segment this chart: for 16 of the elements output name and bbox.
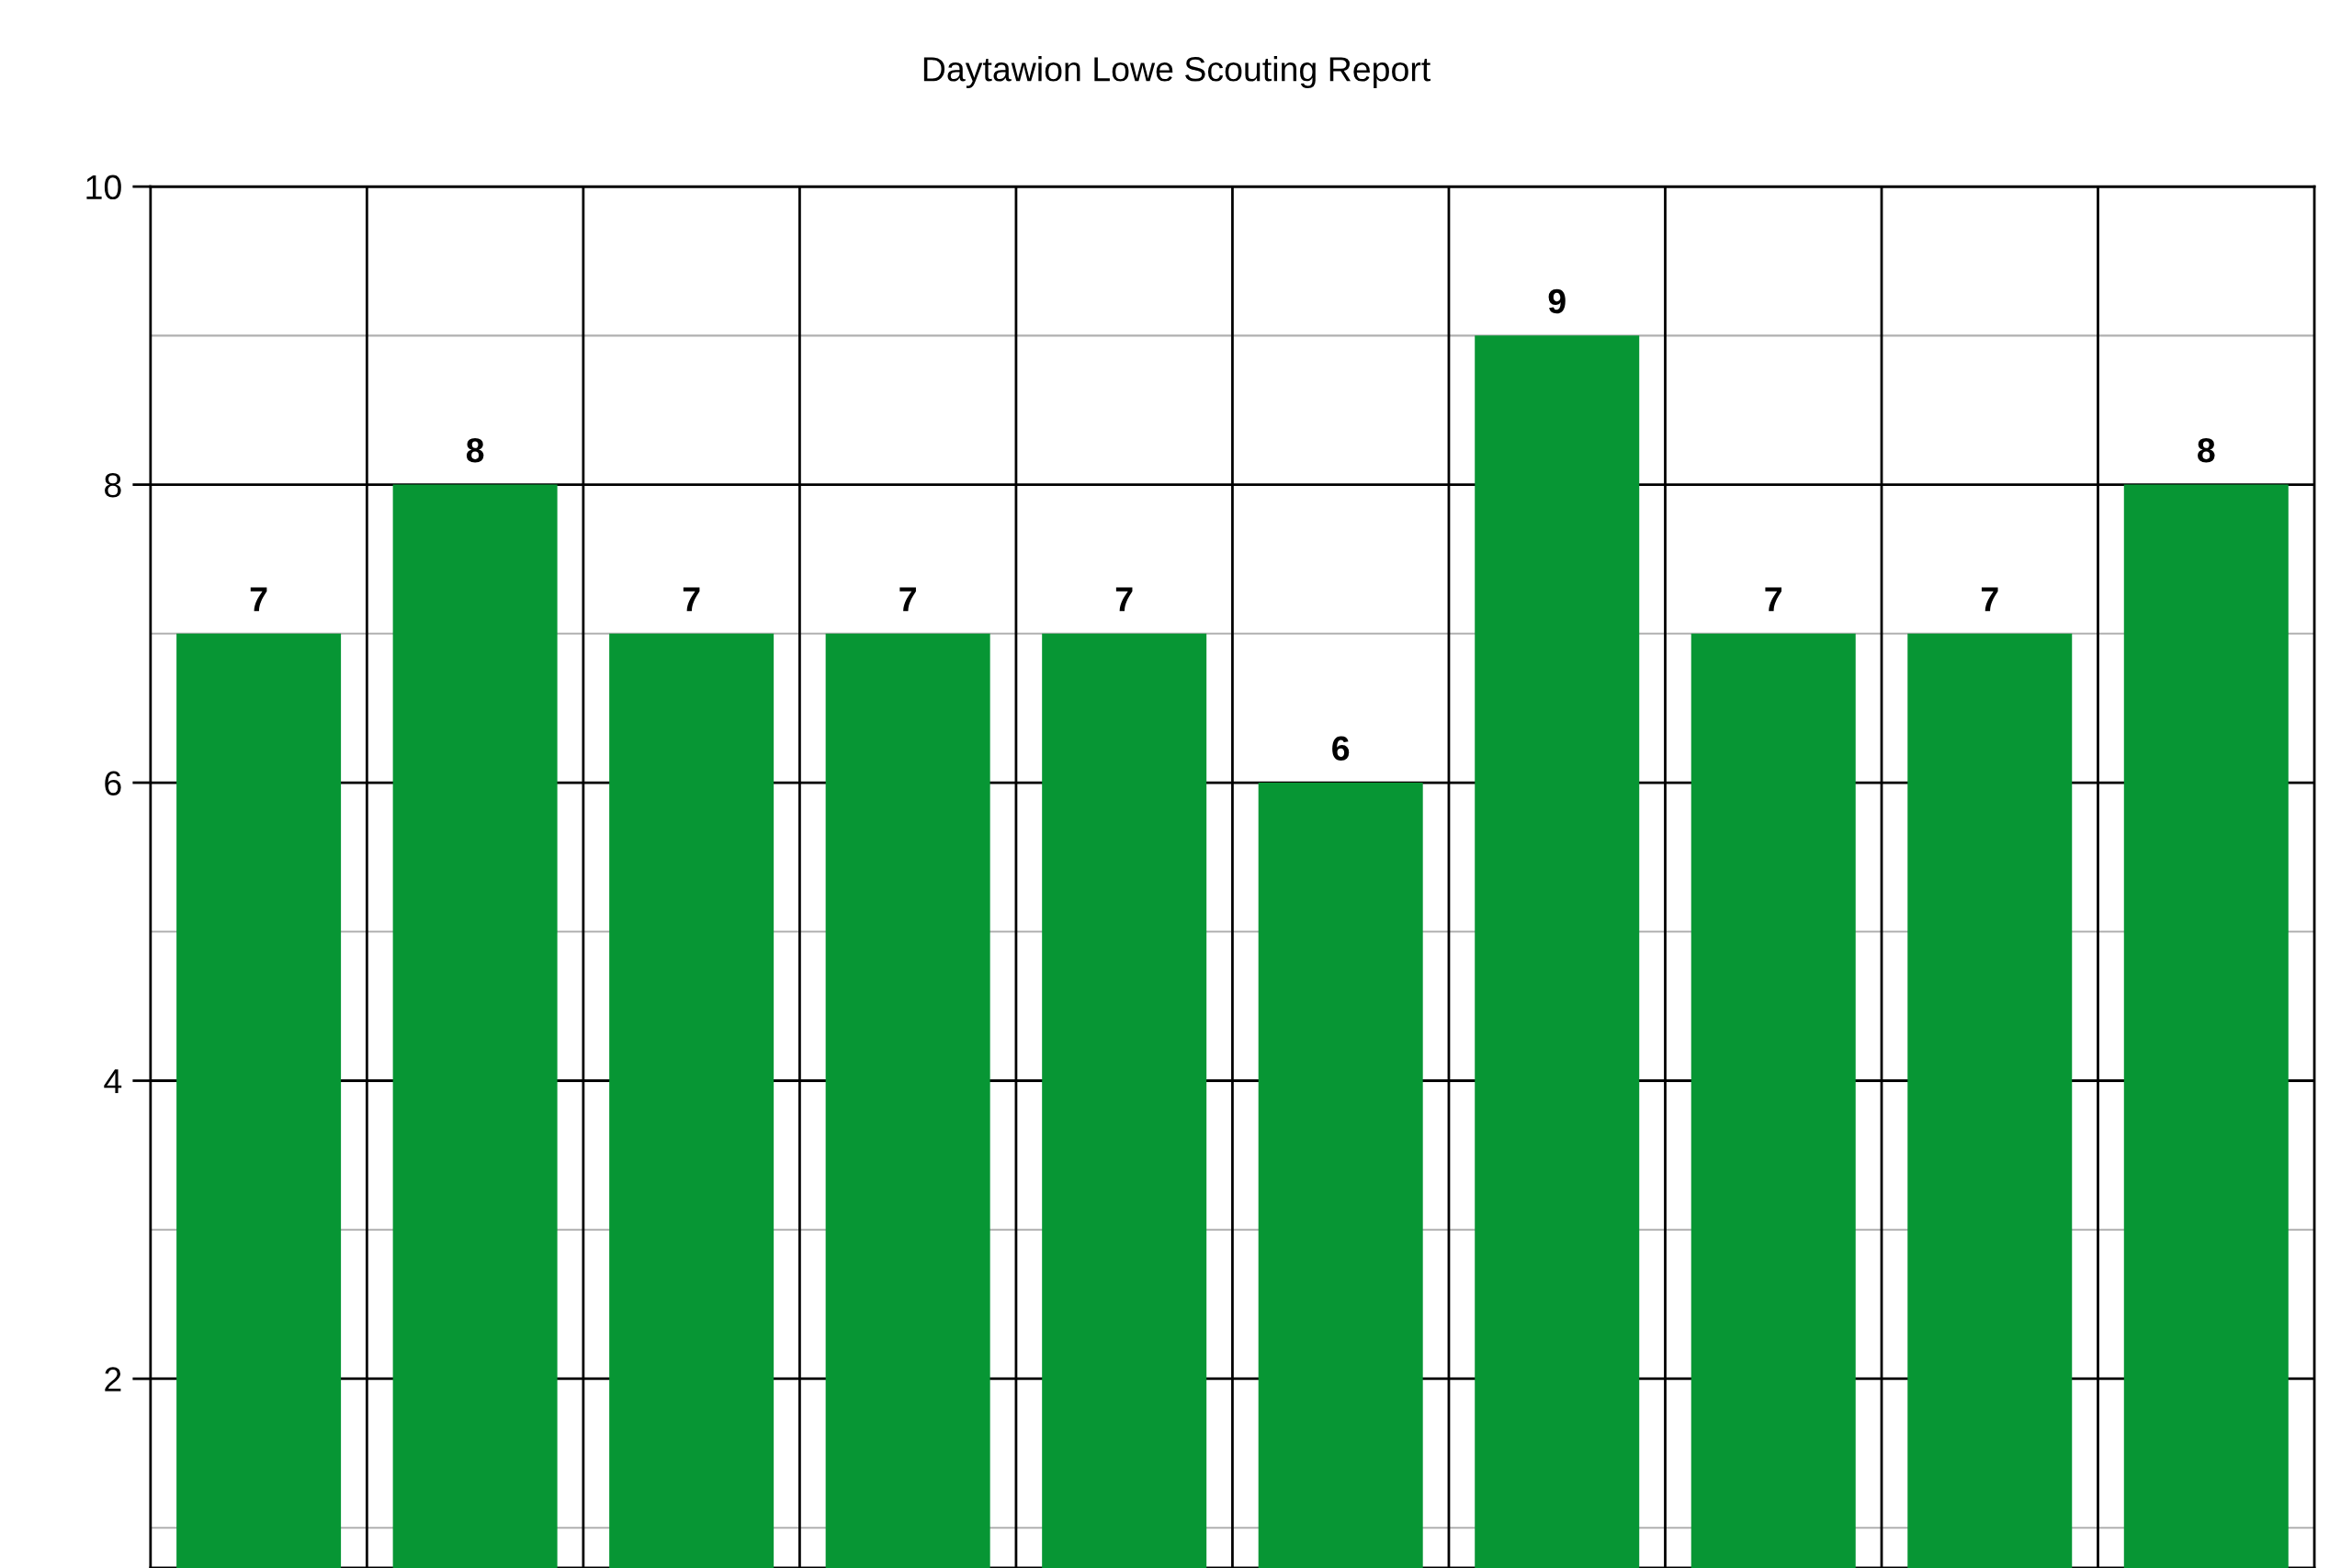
- data-label: 9: [1548, 288, 1566, 314]
- y-tick-label: 10: [86, 175, 121, 200]
- data-label: 7: [1115, 587, 1133, 612]
- data-label: 8: [466, 437, 484, 463]
- data-label: 7: [899, 587, 916, 612]
- y-tick-label: 4: [104, 1069, 122, 1094]
- data-label: 7: [683, 587, 700, 612]
- data-label: 8: [2198, 437, 2215, 463]
- data-label: 7: [250, 587, 267, 612]
- chart-title: Daytawion Lowe Scouting Report: [923, 56, 1430, 88]
- data-label: 6: [1332, 736, 1350, 761]
- data-label: 7: [1765, 587, 1782, 612]
- y-tick-label: 8: [105, 472, 121, 498]
- data-label: 7: [1981, 587, 1998, 612]
- y-tick-label: 2: [105, 1367, 121, 1392]
- y-tick-label: 6: [105, 771, 121, 796]
